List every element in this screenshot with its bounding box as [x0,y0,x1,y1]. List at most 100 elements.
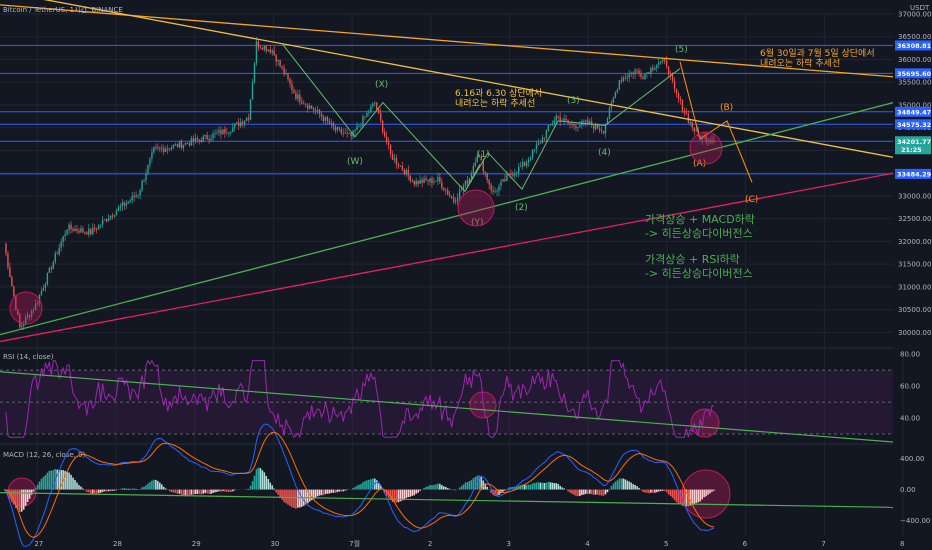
note-downtrend-1: 내려오는 하락 추세선 [455,97,535,109]
macd-histogram-bar [650,489,652,493]
macd-histogram-bar [155,479,157,490]
candle-body [11,277,13,287]
macd-histogram-bar [671,489,674,498]
candle-body [58,247,60,255]
macd-histogram-bar [255,469,258,490]
macd-histogram-bar [159,482,161,490]
price-badge [895,106,931,117]
macd-histogram-bar [52,470,55,490]
macd-histogram-bar [630,482,632,490]
candle-body [685,112,688,115]
highlight-circle [690,408,720,438]
macd-histogram-bar [508,487,510,490]
candle-body [48,267,51,273]
macd-histogram-bar [78,485,80,490]
candle-body [332,123,335,127]
macd-histogram-bar [551,482,554,490]
candle-body [419,179,421,184]
macd-histogram-bar [486,486,488,490]
macd-histogram-bar [697,489,700,503]
candle-body [662,59,664,62]
candle-body [265,46,267,51]
macd-histogram-bar [180,489,183,495]
candle-body [186,142,189,144]
macd-histogram-bar [40,478,43,490]
candle-body [565,118,567,121]
candle-body [480,156,482,161]
price-tick-label: 32500.00 [898,215,931,223]
candle-body [36,302,39,304]
candle-body [267,49,269,51]
macd-histogram-bar [340,489,343,492]
macd-histogram-bar [230,489,232,493]
candle-body [381,120,384,133]
macd-histogram-bar [267,479,270,490]
candle-body [677,93,680,99]
candle-body [230,131,232,133]
macd-histogram-bar [24,489,27,506]
macd-histogram-bar [462,484,465,490]
candle-body [66,230,68,235]
macd-tick-label: 400.00 [900,455,925,463]
candle-body [70,224,72,229]
macd-histogram-bar [600,489,603,496]
candle-body [656,64,658,69]
macd-histogram-bar [675,489,678,503]
candle-body [667,66,670,75]
macd-histogram-bar [204,489,206,494]
macd-histogram-bar [677,489,680,504]
candle-body [583,120,585,122]
note-macd-divergence: 가격상승 + MACD하락 [645,212,755,226]
candle-body [105,219,108,222]
macd-histogram-bar [506,488,508,490]
price-badge-label: 35695.60 [897,70,932,78]
candle-body [111,215,114,217]
candle-body [506,174,508,181]
macd-histogram-bar [162,486,165,490]
candle-body [652,67,654,70]
macd-histogram-bar [58,469,61,490]
macd-histogram-bar [514,486,516,490]
candle-body [443,188,445,191]
macd-histogram-bar [312,489,315,500]
candle-body [243,120,246,124]
macd-histogram-bar [160,484,163,490]
macd-histogram-bar [703,489,705,498]
candle-body [445,190,447,191]
macd-histogram-bar [330,489,333,493]
candle-body [40,290,43,295]
candle-body [591,121,593,126]
macd-histogram-bar [32,489,35,492]
candle-body [78,230,80,233]
candle-body [654,68,656,70]
candle-body [342,133,344,134]
macd-histogram-bar [113,489,116,491]
candle-body [397,164,400,167]
macd-histogram-bar [569,489,571,493]
macd-histogram-bar [91,489,94,494]
macd-histogram-bar [279,489,281,498]
macd-histogram-bar [358,484,360,490]
macd-histogram-bar [99,489,102,493]
signal-line [3,431,715,538]
candle-body [484,171,486,173]
macd-histogram-bar [123,488,126,490]
candle-body [99,224,102,226]
note-downtrend-2: 6월 30일과 7월 5일 상단에서 [760,47,875,59]
wave-label: (X) [375,80,388,90]
macd-histogram-bar [683,489,686,507]
macd-histogram-bar [56,469,59,490]
price-axis: 30000.00 30500.00 31000.00 31500.00 32000.00… [34,10,932,548]
candle-body [220,130,222,135]
trend-lines [0,0,894,343]
macd-histogram-bar [583,489,585,495]
macd-histogram-bar [306,489,309,504]
macd-histogram-bar [281,489,283,500]
candle-body [689,122,692,124]
candle-body [573,124,575,126]
macd-histogram-bar [200,489,203,495]
macd-histogram-bar [283,489,285,503]
candle-body [271,50,273,53]
macd-histogram-bar [127,488,130,490]
